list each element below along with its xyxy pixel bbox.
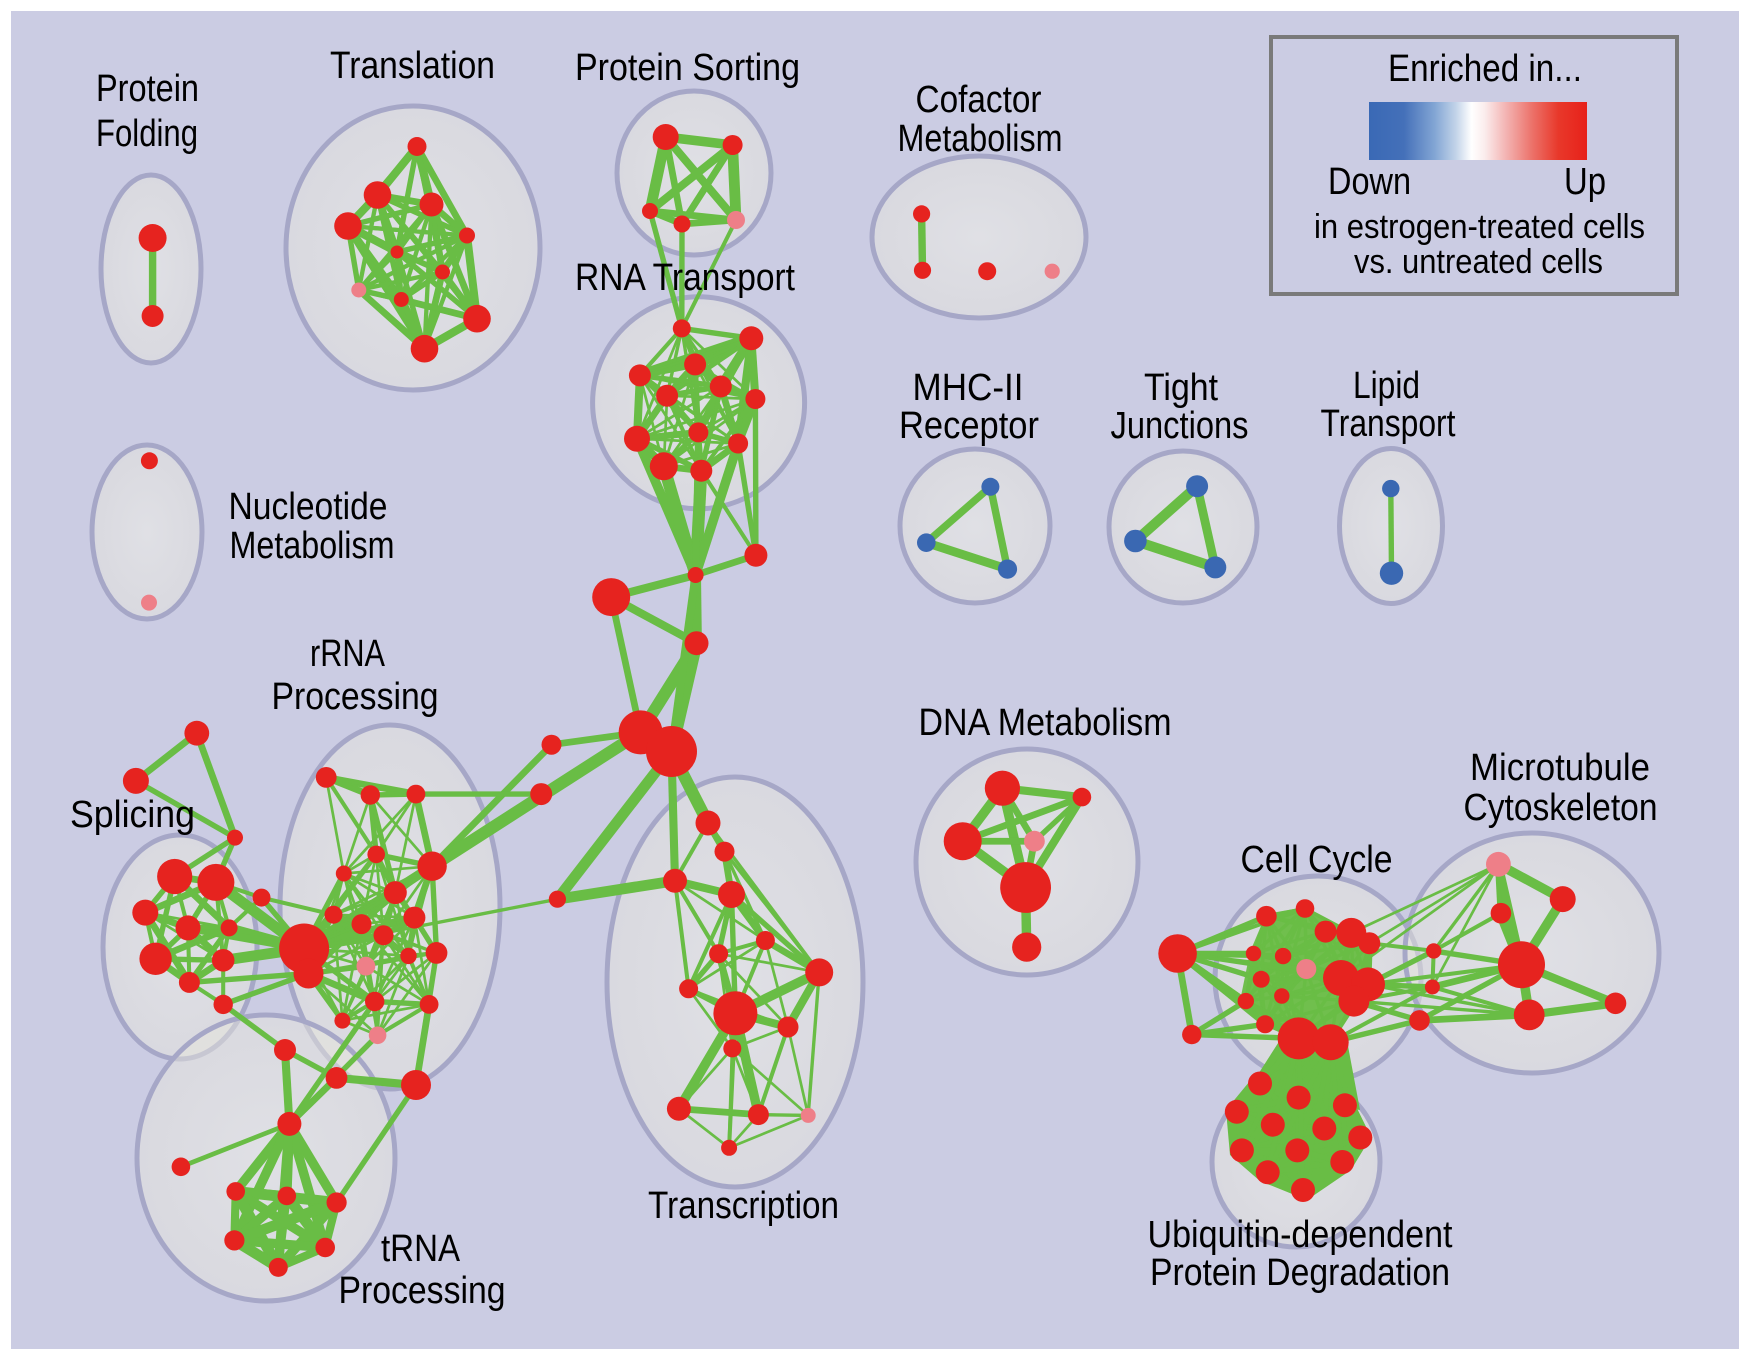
- svg-text:Metabolism: Metabolism: [230, 525, 395, 567]
- svg-text:Protein Sorting: Protein Sorting: [575, 47, 800, 89]
- svg-text:Down: Down: [1328, 161, 1411, 203]
- svg-text:Tight: Tight: [1144, 367, 1218, 409]
- svg-text:rRNA: rRNA: [310, 633, 386, 675]
- svg-text:Microtubule: Microtubule: [1470, 747, 1650, 789]
- svg-text:Protein Degradation: Protein Degradation: [1150, 1252, 1450, 1294]
- svg-text:Protein: Protein: [96, 68, 199, 110]
- svg-text:Splicing: Splicing: [70, 794, 195, 836]
- svg-text:vs. untreated cells: vs. untreated cells: [1354, 243, 1603, 281]
- svg-text:Cofactor: Cofactor: [916, 79, 1042, 121]
- svg-text:Transport: Transport: [1321, 403, 1456, 445]
- svg-text:Nucleotide: Nucleotide: [229, 486, 388, 528]
- svg-text:in estrogen-treated cells: in estrogen-treated cells: [1314, 208, 1645, 246]
- svg-text:Junctions: Junctions: [1111, 405, 1249, 447]
- svg-text:Translation: Translation: [330, 45, 495, 87]
- svg-text:Transcription: Transcription: [648, 1185, 839, 1227]
- svg-text:Cytoskeleton: Cytoskeleton: [1464, 787, 1658, 829]
- svg-text:Processing: Processing: [272, 676, 439, 718]
- svg-text:Receptor: Receptor: [899, 405, 1039, 447]
- svg-text:Ubiquitin-dependent: Ubiquitin-dependent: [1148, 1214, 1453, 1256]
- svg-text:RNA Transport: RNA Transport: [575, 257, 795, 299]
- svg-text:Processing: Processing: [339, 1270, 506, 1312]
- svg-text:Cell Cycle: Cell Cycle: [1241, 839, 1393, 881]
- svg-text:tRNA: tRNA: [381, 1228, 461, 1270]
- svg-text:Lipid: Lipid: [1353, 365, 1420, 407]
- svg-text:Folding: Folding: [96, 113, 198, 155]
- svg-text:MHC-II: MHC-II: [913, 367, 1024, 409]
- svg-text:Enriched in...: Enriched in...: [1388, 48, 1582, 90]
- svg-text:Up: Up: [1564, 161, 1606, 203]
- svg-text:DNA Metabolism: DNA Metabolism: [919, 702, 1172, 744]
- svg-text:Metabolism: Metabolism: [898, 118, 1063, 160]
